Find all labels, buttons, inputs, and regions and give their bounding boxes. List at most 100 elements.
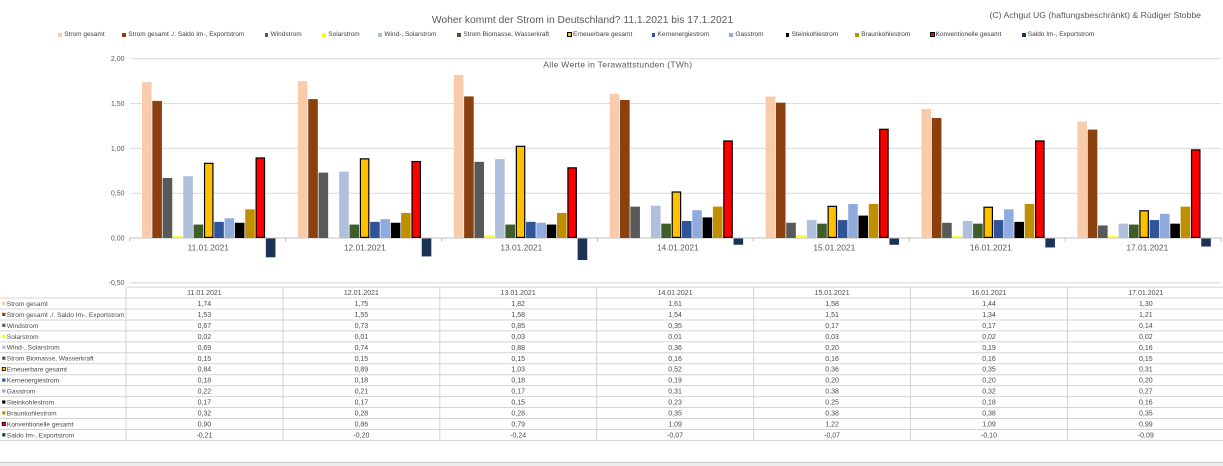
svg-text:0,36: 0,36 <box>668 345 682 352</box>
svg-text:1,74: 1,74 <box>198 301 212 308</box>
svg-text:Kernenergiestrom: Kernenergiestrom <box>7 378 60 385</box>
svg-text:-0,10: -0,10 <box>981 432 997 439</box>
svg-text:0,16: 0,16 <box>982 356 996 363</box>
svg-text:0,18: 0,18 <box>511 378 525 385</box>
svg-text:1,58: 1,58 <box>511 312 525 319</box>
svg-text:0,32: 0,32 <box>982 389 996 396</box>
svg-text:Windstrom: Windstrom <box>7 323 39 330</box>
svg-text:0,17: 0,17 <box>198 400 212 407</box>
svg-text:Strom Biomasse, Wasserkraft: Strom Biomasse, Wasserkraft <box>7 356 94 363</box>
svg-text:0,38: 0,38 <box>982 411 996 418</box>
svg-text:0,00: 0,00 <box>111 235 125 242</box>
svg-text:0,22: 0,22 <box>198 389 212 396</box>
svg-text:Konventionelle gesamt: Konventionelle gesamt <box>7 421 74 428</box>
svg-text:1,82: 1,82 <box>511 301 525 308</box>
svg-text:0,15: 0,15 <box>198 356 212 363</box>
svg-text:0,85: 0,85 <box>511 323 525 330</box>
svg-text:Gasstrom: Gasstrom <box>7 389 36 396</box>
svg-text:1,58: 1,58 <box>825 301 839 308</box>
svg-text:0,69: 0,69 <box>198 345 212 352</box>
svg-text:15.01.2021: 15.01.2021 <box>813 243 855 253</box>
svg-text:0,16: 0,16 <box>1139 400 1153 407</box>
svg-text:0,15: 0,15 <box>355 356 369 363</box>
svg-text:0,28: 0,28 <box>355 411 369 418</box>
svg-text:0,36: 0,36 <box>825 367 839 374</box>
svg-text:Erneuerbare gesamt: Erneuerbare gesamt <box>7 367 67 374</box>
svg-text:0,31: 0,31 <box>668 389 682 396</box>
svg-text:0,35: 0,35 <box>982 367 996 374</box>
svg-text:1,34: 1,34 <box>982 312 996 319</box>
svg-text:-0,20: -0,20 <box>353 432 369 439</box>
svg-text:1,09: 1,09 <box>668 422 682 429</box>
svg-text:13.01.2021: 13.01.2021 <box>501 290 536 297</box>
svg-text:0,52: 0,52 <box>668 367 682 374</box>
svg-text:0,17: 0,17 <box>982 323 996 330</box>
svg-text:Solarstrom: Solarstrom <box>7 334 39 341</box>
svg-text:0,03: 0,03 <box>825 334 839 341</box>
svg-text:-0,07: -0,07 <box>667 432 683 439</box>
svg-text:0,21: 0,21 <box>355 389 369 396</box>
svg-text:0,67: 0,67 <box>198 323 212 330</box>
svg-text:0,27: 0,27 <box>1139 389 1153 396</box>
svg-text:0,20: 0,20 <box>825 345 839 352</box>
svg-text:1,22: 1,22 <box>825 422 839 429</box>
svg-text:0,03: 0,03 <box>511 334 525 341</box>
svg-text:14.01.2021: 14.01.2021 <box>658 290 693 297</box>
svg-text:1,00: 1,00 <box>111 146 125 153</box>
svg-text:1,21: 1,21 <box>1139 312 1153 319</box>
svg-text:1,61: 1,61 <box>668 301 682 308</box>
svg-text:13.01.2021: 13.01.2021 <box>500 243 542 253</box>
svg-text:0,79: 0,79 <box>511 422 525 429</box>
svg-text:0,73: 0,73 <box>355 323 369 330</box>
svg-text:11.01.2021: 11.01.2021 <box>187 290 222 297</box>
svg-text:0,86: 0,86 <box>355 422 369 429</box>
svg-text:0,20: 0,20 <box>825 378 839 385</box>
svg-text:0,19: 0,19 <box>668 378 682 385</box>
svg-text:Braunkohlestrom: Braunkohlestrom <box>7 410 57 417</box>
svg-text:-0,09: -0,09 <box>1138 432 1154 439</box>
svg-text:0,35: 0,35 <box>1139 411 1153 418</box>
svg-text:0,74: 0,74 <box>355 345 369 352</box>
svg-text:-0,24: -0,24 <box>510 432 526 439</box>
svg-text:0,02: 0,02 <box>198 334 212 341</box>
svg-text:Alle Werte in Terawattstunden: Alle Werte in Terawattstunden (TWh) <box>543 60 692 70</box>
svg-text:1,55: 1,55 <box>355 312 369 319</box>
svg-text:0,15: 0,15 <box>511 356 525 363</box>
svg-text:0,88: 0,88 <box>511 345 525 352</box>
svg-text:0,89: 0,89 <box>355 367 369 374</box>
svg-text:16.01.2021: 16.01.2021 <box>970 243 1012 253</box>
svg-text:0,35: 0,35 <box>668 323 682 330</box>
svg-text:1,09: 1,09 <box>982 422 996 429</box>
svg-text:2,00: 2,00 <box>111 56 125 63</box>
svg-text:0,50: 0,50 <box>111 191 125 198</box>
svg-text:0,90: 0,90 <box>198 422 212 429</box>
svg-text:0,01: 0,01 <box>668 334 682 341</box>
svg-text:Saldo Im-, Exportstrom: Saldo Im-, Exportstrom <box>7 432 75 439</box>
svg-text:0,25: 0,25 <box>825 400 839 407</box>
svg-text:0,20: 0,20 <box>982 378 996 385</box>
svg-text:-0,07: -0,07 <box>824 432 840 439</box>
svg-text:1,44: 1,44 <box>982 301 996 308</box>
svg-text:0,16: 0,16 <box>1139 345 1153 352</box>
svg-text:0,35: 0,35 <box>668 411 682 418</box>
svg-text:1,75: 1,75 <box>355 301 369 308</box>
svg-text:0,02: 0,02 <box>1139 334 1153 341</box>
svg-text:Strom gesamt: Strom gesamt <box>7 301 48 308</box>
svg-text:0,19: 0,19 <box>982 345 996 352</box>
svg-text:0,01: 0,01 <box>355 334 369 341</box>
svg-text:15.01.2021: 15.01.2021 <box>815 290 850 297</box>
svg-text:0,18: 0,18 <box>355 378 369 385</box>
svg-text:0,84: 0,84 <box>198 367 212 374</box>
svg-text:0,18: 0,18 <box>198 378 212 385</box>
svg-text:12.01.2021: 12.01.2021 <box>344 290 379 297</box>
svg-text:0,17: 0,17 <box>825 323 839 330</box>
svg-text:1,54: 1,54 <box>668 312 682 319</box>
svg-text:0,38: 0,38 <box>825 389 839 396</box>
svg-text:0,18: 0,18 <box>982 400 996 407</box>
svg-text:0,02: 0,02 <box>982 334 996 341</box>
svg-text:1,03: 1,03 <box>511 367 525 374</box>
svg-text:17.01.2021: 17.01.2021 <box>1126 243 1168 253</box>
svg-text:0,17: 0,17 <box>511 389 525 396</box>
svg-text:1,50: 1,50 <box>111 101 125 108</box>
svg-text:0,99: 0,99 <box>1139 422 1153 429</box>
